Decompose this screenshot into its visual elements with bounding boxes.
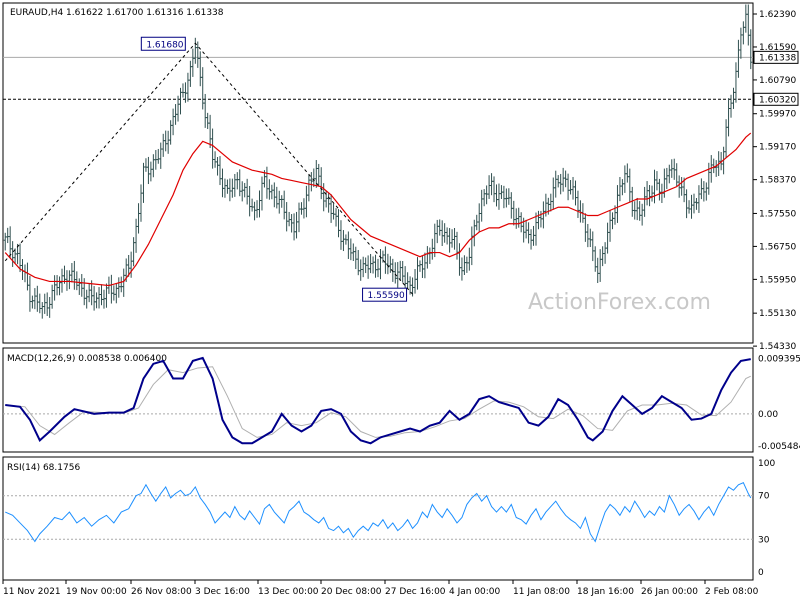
x-tick-label: 11 Jan 08:00	[513, 587, 570, 597]
price-bars	[3, 4, 753, 319]
x-axis: 11 Nov 2021 19 Nov 00:00 26 Nov 08:00 3 Dec…	[2, 580, 759, 597]
price-tick-label: 1.54330	[759, 342, 796, 352]
x-tick-label: 2 Feb 08:00	[705, 587, 759, 597]
macd-line	[5, 356, 751, 445]
svg-text:1.60320: 1.60320	[759, 95, 796, 105]
macd-title: MACD(12,26,9) 0.008538 0.006400	[7, 354, 167, 364]
price-panel-frame	[2, 2, 754, 344]
macd-tick-label: -0.005484	[758, 442, 800, 452]
x-tick-label: 26 Jan 00:00	[641, 587, 698, 597]
price-tick-label: 1.61590	[759, 43, 796, 53]
rsi-tick-label: 70	[758, 492, 770, 502]
watermark: ActionForex.com	[528, 290, 711, 315]
price-tick-label: 1.55130	[759, 309, 796, 319]
svg-text:1.61680: 1.61680	[146, 40, 183, 50]
macd-signal-line	[5, 366, 751, 438]
price-title: EURAUD,H4 1.61622 1.61700 1.61316 1.6133…	[10, 8, 224, 18]
x-tick-label: 11 Nov 2021	[3, 587, 61, 597]
rsi-tick-label: 30	[758, 535, 770, 545]
swing-zigzag-line	[4, 42, 413, 295]
rsi-title: RSI(14) 68.1756	[7, 463, 80, 473]
rsi-tick-label: 0	[758, 568, 764, 578]
price-tick-label: 1.62390	[759, 10, 796, 20]
price-lines: 1.61680 1.55590	[4, 36, 752, 302]
price-tick-label: 1.59170	[759, 143, 796, 153]
rsi-tick-label: 100	[758, 459, 775, 469]
swing-high-label: 1.61680	[140, 36, 186, 51]
swing-low-label: 1.55590	[362, 287, 408, 302]
x-tick-label: 27 Dec 16:00	[385, 587, 446, 597]
macd-layer: 0.009395 0.00 -0.005484	[3, 355, 800, 452]
price-tick-label: 1.59970	[759, 110, 796, 120]
price-tick-label: 1.60790	[759, 76, 796, 86]
level-tag: 1.60320	[753, 92, 799, 106]
moving-average-line	[4, 132, 752, 287]
macd-tick-label: 0.009395	[758, 355, 800, 365]
rsi-line	[5, 481, 752, 543]
macd-tick-label: 0.00	[758, 410, 778, 420]
x-tick-label: 13 Dec 00:00	[258, 587, 319, 597]
price-tick-label: 1.56750	[759, 242, 796, 252]
price-tick-label: 1.57550	[759, 209, 796, 219]
svg-text:1.55590: 1.55590	[368, 291, 405, 301]
rsi-panel-frame	[2, 456, 754, 581]
x-tick-label: 19 Nov 00:00	[66, 587, 127, 597]
x-tick-label: 4 Jan 00:00	[449, 587, 501, 597]
ohlc-bar	[749, 29, 753, 70]
price-tick-label: 1.58370	[759, 176, 796, 186]
price-tick-label: 1.55950	[759, 275, 796, 285]
x-tick-label: 3 Dec 16:00	[195, 587, 250, 597]
price-axis: 1.62390 1.61590 1.60790 1.59970 1.59170 1.583…	[753, 10, 799, 352]
x-tick-label: 20 Dec 08:00	[321, 587, 382, 597]
current-price-tag: 1.61338	[753, 50, 799, 64]
rsi-layer: 100 70 30 0	[3, 459, 775, 578]
price-levels	[3, 56, 753, 100]
svg-text:1.61338: 1.61338	[759, 53, 796, 63]
x-tick-label: 18 Jan 16:00	[577, 587, 634, 597]
x-tick-label: 26 Nov 08:00	[131, 587, 192, 597]
